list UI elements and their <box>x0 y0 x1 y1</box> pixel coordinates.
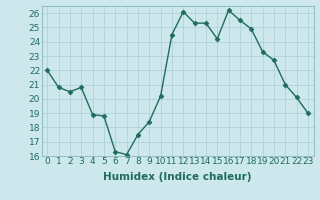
X-axis label: Humidex (Indice chaleur): Humidex (Indice chaleur) <box>103 172 252 182</box>
